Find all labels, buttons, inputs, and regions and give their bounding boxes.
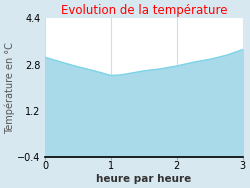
Y-axis label: Température en °C: Température en °C xyxy=(4,42,15,133)
X-axis label: heure par heure: heure par heure xyxy=(96,174,192,184)
Title: Evolution de la température: Evolution de la température xyxy=(61,4,227,17)
